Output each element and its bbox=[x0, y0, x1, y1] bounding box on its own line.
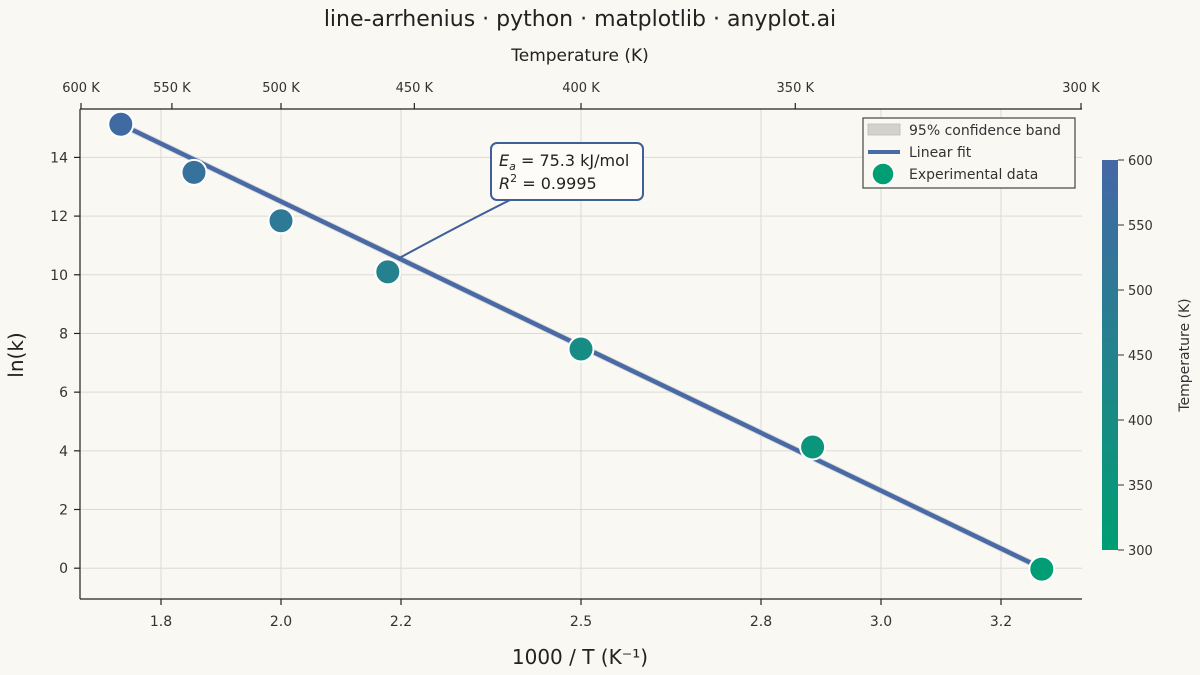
y-axis-label: ln(k) bbox=[4, 332, 28, 377]
colorbar: 300 350 400 450 500 550 600 Temperature (K) bbox=[1102, 154, 1193, 559]
y-tick-label: 6 bbox=[59, 385, 68, 401]
colorbar-label: Temperature (K) bbox=[1177, 298, 1193, 412]
x-tick-label: 2.0 bbox=[270, 614, 292, 630]
top-tick-label: 550 K bbox=[153, 81, 191, 96]
x-tick-label: 2.8 bbox=[750, 614, 772, 630]
data-point bbox=[1028, 555, 1056, 583]
x-tick-label: 3.0 bbox=[870, 614, 892, 630]
annotation-arrow bbox=[397, 199, 511, 260]
x-tick-label: 3.2 bbox=[990, 614, 1012, 630]
chart-title: line-arrhenius · python · matplotlib · a… bbox=[324, 7, 836, 32]
colorbar-gradient bbox=[1102, 160, 1118, 550]
data-point bbox=[267, 207, 295, 235]
y-tick-label: 12 bbox=[50, 209, 68, 225]
top-tick-label: 450 K bbox=[396, 81, 434, 96]
top-tick-label: 300 K bbox=[1062, 81, 1100, 96]
data-point bbox=[567, 335, 595, 363]
legend-band-label: 95% confidence band bbox=[909, 123, 1061, 139]
colorbar-tick-label: 500 bbox=[1128, 284, 1153, 299]
colorbar-ticks: 300 350 400 450 500 550 600 bbox=[1118, 154, 1153, 559]
top-axis-label: Temperature (K) bbox=[510, 46, 649, 66]
legend: 95% confidence band Linear fit Experimen… bbox=[862, 117, 1076, 189]
annotation-box: Ea = 75.3 kJ/mol R2 = 0.9995 bbox=[490, 142, 644, 201]
x-axis-label: 1000 / T (K⁻¹) bbox=[512, 645, 648, 669]
data-point bbox=[799, 433, 827, 461]
top-ticks: 600 K 550 K 500 K 450 K 400 K 350 K 300 K bbox=[62, 81, 1100, 109]
y-tick-label: 10 bbox=[50, 268, 68, 284]
colorbar-tick-label: 400 bbox=[1128, 414, 1153, 429]
colorbar-tick-label: 350 bbox=[1128, 479, 1153, 494]
x-tick-label: 2.5 bbox=[570, 614, 592, 630]
data-point bbox=[374, 258, 402, 286]
data-points-layer bbox=[107, 110, 1056, 583]
y-tick-label: 14 bbox=[50, 150, 68, 166]
x-tick-label: 1.8 bbox=[150, 614, 172, 630]
top-tick-label: 600 K bbox=[62, 81, 100, 96]
annotation-arrow-layer bbox=[397, 199, 511, 260]
colorbar-tick-label: 450 bbox=[1128, 349, 1153, 364]
top-tick-label: 350 K bbox=[777, 81, 815, 96]
data-point bbox=[180, 158, 208, 186]
legend-band-swatch bbox=[867, 123, 901, 136]
annotation-r2: R2 = 0.9995 bbox=[499, 172, 597, 193]
data-point bbox=[107, 110, 135, 138]
top-tick-label: 400 K bbox=[562, 81, 600, 96]
legend-data-swatch bbox=[871, 162, 895, 186]
grid bbox=[80, 109, 1082, 599]
y-tick-label: 4 bbox=[59, 444, 68, 460]
y-ticks: 0 2 4 6 8 10 12 14 bbox=[50, 150, 80, 577]
legend-data-label: Experimental data bbox=[909, 167, 1038, 183]
colorbar-tick-label: 600 bbox=[1128, 154, 1153, 169]
colorbar-tick-label: 300 bbox=[1128, 544, 1153, 559]
top-tick-label: 500 K bbox=[262, 81, 300, 96]
x-ticks: 1.8 2.0 2.2 2.5 2.8 3.0 3.2 bbox=[150, 599, 1012, 630]
legend-fit-label: Linear fit bbox=[909, 145, 972, 161]
annotation-ea: Ea = 75.3 kJ/mol bbox=[499, 151, 629, 173]
y-tick-label: 2 bbox=[59, 503, 68, 519]
y-tick-label: 0 bbox=[59, 561, 68, 577]
y-tick-label: 8 bbox=[59, 326, 68, 342]
x-tick-label: 2.2 bbox=[390, 614, 412, 630]
annotation-frame bbox=[490, 142, 644, 201]
colorbar-tick-label: 550 bbox=[1128, 219, 1153, 234]
